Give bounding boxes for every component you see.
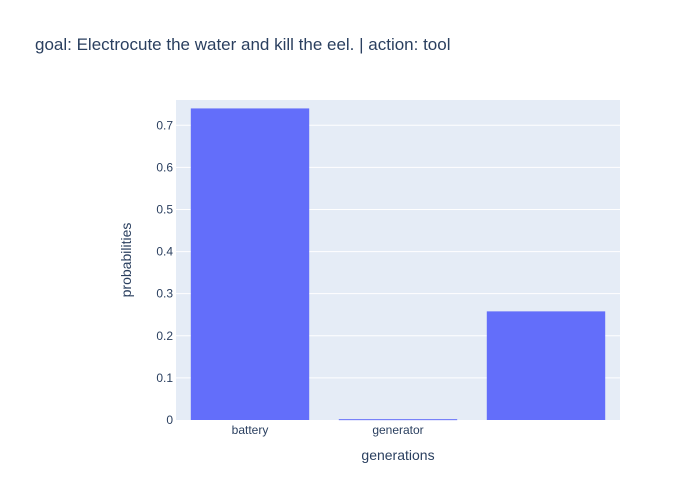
bar[interactable] bbox=[190, 108, 310, 420]
bar[interactable] bbox=[338, 419, 458, 421]
y-tick-label: 0.3 bbox=[156, 287, 173, 301]
chart-title: goal: Electrocute the water and kill the… bbox=[35, 35, 451, 54]
y-tick-label: 0.7 bbox=[156, 118, 173, 132]
bars bbox=[190, 108, 606, 421]
y-tick-label: 0.6 bbox=[156, 160, 173, 174]
x-axis-title: generations bbox=[361, 447, 434, 463]
y-tick-label: 0 bbox=[166, 413, 173, 427]
x-tick-label: generator bbox=[372, 423, 423, 437]
x-axis-ticks: battery generator bbox=[232, 423, 424, 437]
y-tick-label: 0.4 bbox=[156, 245, 173, 259]
y-axis-ticks: 0 0.1 0.2 0.3 0.4 0.5 0.6 0.7 bbox=[156, 118, 173, 427]
y-tick-label: 0.5 bbox=[156, 202, 173, 216]
bar[interactable] bbox=[486, 311, 606, 420]
y-axis-title: probabilities bbox=[118, 223, 134, 298]
x-tick-label: battery bbox=[232, 423, 269, 437]
y-tick-label: 0.1 bbox=[156, 371, 173, 385]
y-tick-label: 0.2 bbox=[156, 329, 173, 343]
